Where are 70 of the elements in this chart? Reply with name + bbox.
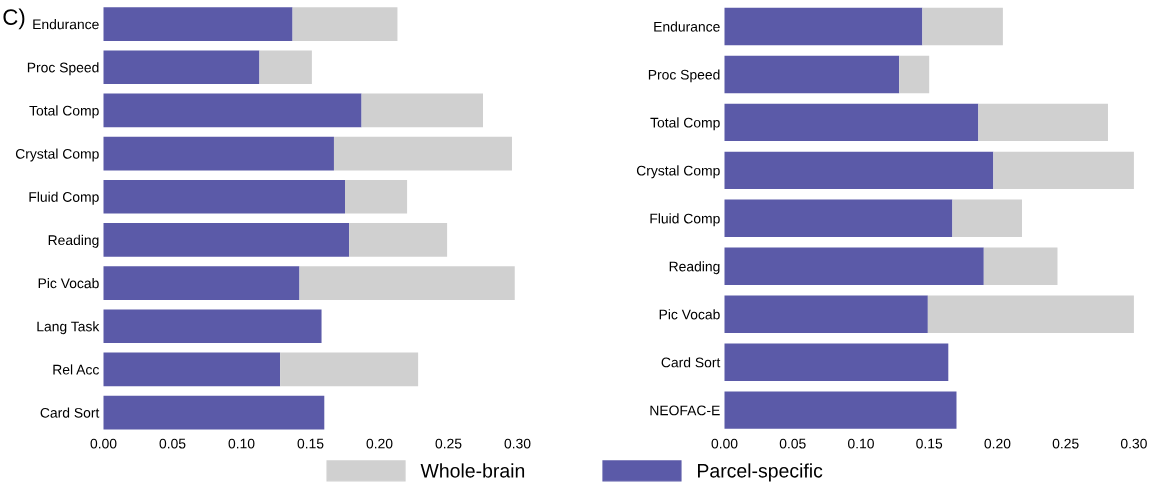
x-tick-label: 0.05 [779,438,806,449]
y-tick-label: Card Sort [40,407,100,418]
y-tick-label: Lang Task [37,321,100,335]
bar [280,352,419,387]
y-tick-label: Endurance [654,21,720,32]
bar [724,55,900,94]
x-tick-label: 0.25 [435,438,462,449]
x-tick-label: 0.30 [504,438,531,449]
legend-label: Whole-brain [420,463,525,478]
y-tick-label: Crystal Comp [15,148,99,162]
bar [103,136,334,171]
bar [724,295,928,333]
bar [724,247,984,285]
y-tick-label: Fluid Comp [650,213,720,227]
bar [103,50,260,85]
bar [103,179,345,214]
y-tick-label: Proc Speed [648,69,720,83]
bar [345,179,408,214]
x-tick-label: 0.10 [228,438,255,449]
bar [978,103,1108,142]
bar [259,50,312,85]
x-tick-label: 0.00 [90,438,117,449]
bar [292,7,398,41]
bar [724,343,949,381]
y-tick-label: Fluid Comp [29,191,99,205]
y-tick-label: Proc Speed [27,62,99,76]
bar [103,93,362,128]
y-tick-label: Reading [48,234,99,248]
bar [983,247,1058,285]
bar [103,7,293,41]
y-tick-label: Rel Acc [53,364,99,375]
x-tick-label: 0.25 [1052,438,1079,449]
text: C) [3,8,25,30]
y-tick-label: Endurance [33,19,99,30]
bar [993,151,1134,190]
y-tick-label: Card Sort [661,357,721,368]
x-tick-label: 0.15 [297,438,324,449]
bar [899,55,930,94]
bar [103,266,300,300]
y-tick-label: NEOFAC-E [650,405,720,416]
x-tick-label: 0.20 [984,438,1011,449]
bar [724,391,957,429]
x-tick-label: 0.00 [711,438,738,449]
bar [103,352,281,387]
x-tick-label: 0.30 [1120,438,1147,449]
bar [361,93,483,128]
bar [724,103,979,142]
x-tick-label: 0.05 [159,438,186,449]
legend-label: Parcel-specific [698,463,823,482]
bar [103,223,350,257]
x-tick-label: 0.10 [847,438,874,449]
bar [927,295,1134,333]
y-tick-label: Crystal Comp [636,165,720,179]
y-tick-label: Total Comp [29,105,99,119]
x-tick-label: 0.20 [366,438,393,449]
bar [333,136,512,171]
x-tick-label: 0.15 [916,438,943,449]
y-tick-label: Total Comp [650,117,720,131]
bar [724,7,923,46]
bar [724,151,994,190]
bar [299,266,515,300]
y-tick-label: Pic Vocab [659,309,720,320]
y-tick-label: Pic Vocab [38,278,99,289]
bar [349,223,448,257]
bar [952,199,1022,238]
y-tick-label: Reading [669,261,720,275]
bar [103,309,322,344]
bar [103,395,325,430]
bar [922,7,1003,46]
bar [724,199,953,238]
